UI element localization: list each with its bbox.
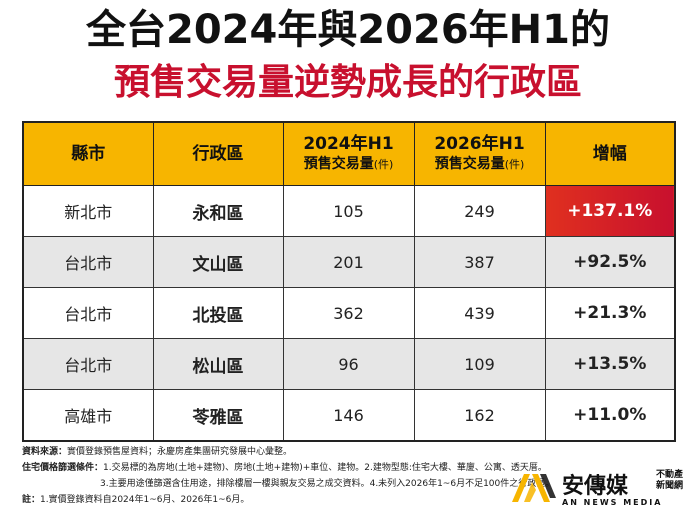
footnotes: 資料來源：實價登錄預售屋資料；永慶房產集團研究發展中心彙整。 住宅價格篩選條件：… (22, 444, 582, 508)
header-2024-sub: 預售交易量 (303, 155, 374, 172)
criteria-line1: 1.交易標的為房地(土地+建物)、房地(土地+建物)+車位、建物。2.建物型態:… (103, 463, 547, 473)
cell-district: 文山區 (152, 236, 284, 288)
header-2024-unit: (件) (373, 157, 394, 171)
criteria-label: 住宅價格篩選條件： (22, 463, 104, 473)
table-row: 台北市 松山區 96 109 +13.5% (22, 338, 676, 390)
cell-2024: 201 (282, 236, 415, 288)
cell-district: 苓雅區 (152, 389, 284, 442)
cell-county: 台北市 (22, 287, 154, 339)
cell-increase: +21.3% (544, 287, 676, 339)
logo-mark-icon (512, 474, 556, 502)
note-text: 1.實價登錄資料自2024年1~6月、2026年1~6月。 (40, 495, 250, 505)
cell-increase: +92.5% (544, 236, 676, 288)
cell-2024: 96 (282, 338, 415, 390)
header-2026-unit: (件) (504, 157, 525, 171)
cell-2026: 387 (413, 236, 546, 288)
logo-brand-sub: 不動產 新聞網 (656, 470, 684, 491)
cell-2024: 146 (282, 389, 415, 442)
cell-2024: 362 (282, 287, 415, 339)
title-line1: 全台2024年與2026年H1的 (86, 7, 610, 53)
source-note: 資料來源：實價登錄預售屋資料；永慶房產集團研究發展中心彙整。 (22, 444, 582, 460)
table-row: 台北市 文山區 201 387 +92.5% (22, 236, 676, 288)
cell-2026: 162 (413, 389, 546, 442)
cell-district: 北投區 (152, 287, 284, 339)
header-increase: 增幅 (544, 121, 676, 186)
header-county: 縣市 (22, 121, 154, 186)
cell-2026: 109 (413, 338, 546, 390)
header-2024: 2024年H1 預售交易量(件) (282, 121, 415, 186)
header-district: 行政區 (152, 121, 284, 186)
logo-english: AN NEWS MEDIA (562, 498, 663, 507)
table-row: 新北市 永和區 105 249 +137.1% (22, 185, 676, 237)
cell-increase-highlight: +137.1% (544, 185, 676, 237)
district-table: 縣市 行政區 2024年H1 預售交易量(件) 2026年H1 預售交易量(件)… (22, 121, 676, 442)
cell-county: 高雄市 (22, 389, 154, 442)
an-news-media-logo: 安傳媒 不動產 新聞網 AN NEWS MEDIA (510, 464, 690, 516)
criteria-line2: 3.主要用途僅篩選含住用途，排除樓層一樓與親友交易之成交資料。4.未列入2026… (100, 479, 555, 489)
cell-county: 台北市 (22, 338, 154, 390)
source-label: 資料來源： (22, 447, 68, 457)
cell-2026: 249 (413, 185, 546, 237)
header-2024-main: 2024年H1 (303, 133, 394, 154)
header-2026: 2026年H1 預售交易量(件) (413, 121, 546, 186)
cell-district: 永和區 (152, 185, 284, 237)
cell-county: 台北市 (22, 236, 154, 288)
cell-increase: +13.5% (544, 338, 676, 390)
cell-2026: 439 (413, 287, 546, 339)
title-line2: 預售交易量逆勢成長的行政區 (113, 62, 582, 103)
cell-2024: 105 (282, 185, 415, 237)
table-row: 高雄市 苓雅區 146 162 +11.0% (22, 389, 676, 442)
header-2026-sub: 預售交易量 (434, 155, 505, 172)
source-text: 實價登錄預售屋資料；永慶房產集團研究發展中心彙整。 (67, 447, 293, 457)
logo-brand: 安傳媒 (562, 474, 629, 499)
extra-note: 註：1.實價登錄資料自2024年1~6月、2026年1~6月。 (22, 492, 582, 508)
table-header-row: 縣市 行政區 2024年H1 預售交易量(件) 2026年H1 預售交易量(件)… (22, 121, 676, 186)
criteria-note: 住宅價格篩選條件：1.交易標的為房地(土地+建物)、房地(土地+建物)+車位、建… (22, 460, 582, 476)
cell-district: 松山區 (152, 338, 284, 390)
cell-county: 新北市 (22, 185, 154, 237)
cell-increase: +11.0% (544, 389, 676, 442)
table-row: 台北市 北投區 362 439 +21.3% (22, 287, 676, 339)
header-2026-main: 2026年H1 (434, 133, 525, 154)
note-label: 註： (22, 495, 41, 505)
